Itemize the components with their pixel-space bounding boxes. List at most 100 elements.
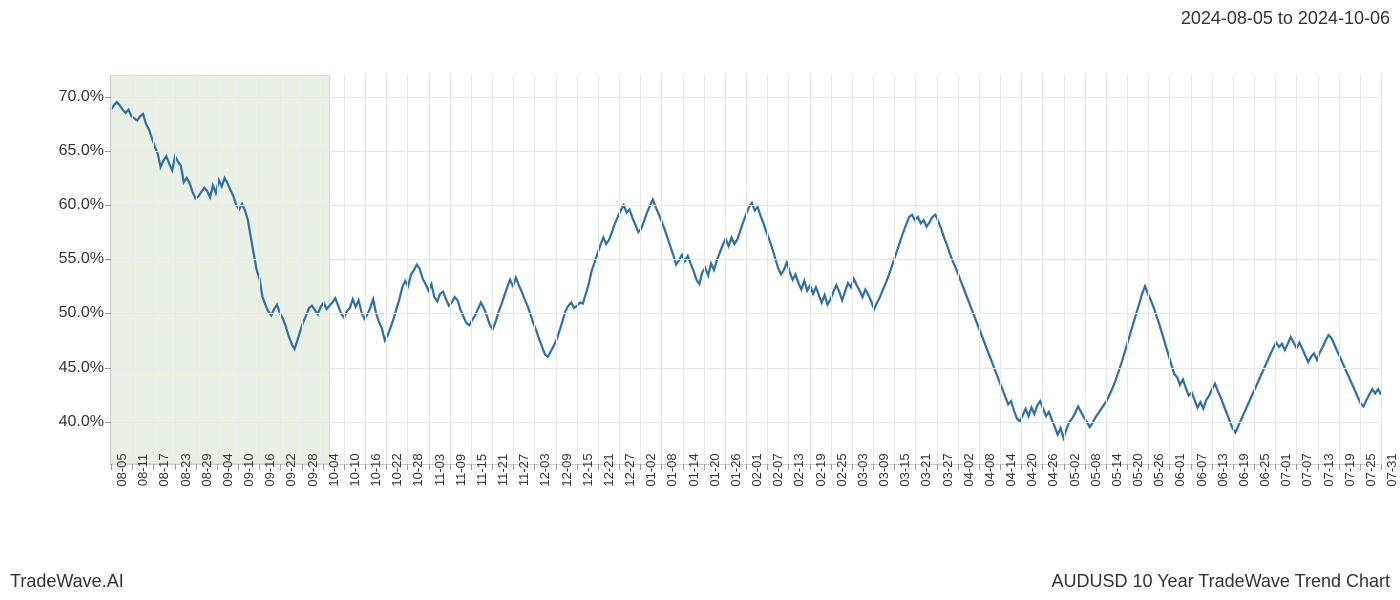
xtick-label: 09-22 xyxy=(283,453,298,486)
xtick-mark xyxy=(513,464,514,470)
xtick-mark xyxy=(386,464,387,470)
gridline-vertical xyxy=(1106,75,1107,464)
xtick-mark xyxy=(1296,464,1297,470)
gridline-vertical xyxy=(344,75,345,464)
gridline-vertical xyxy=(873,75,874,464)
xtick-label: 03-09 xyxy=(876,453,891,486)
gridline-vertical xyxy=(1360,75,1361,464)
gridline-vertical xyxy=(132,75,133,464)
gridline-vertical xyxy=(746,75,747,464)
gridline-vertical xyxy=(1275,75,1276,464)
xtick-label: 07-31 xyxy=(1384,453,1399,486)
xtick-label: 10-10 xyxy=(347,453,362,486)
xtick-mark xyxy=(704,464,705,470)
xtick-label: 04-20 xyxy=(1024,453,1039,486)
xtick-label: 03-27 xyxy=(940,453,955,486)
xtick-mark xyxy=(407,464,408,470)
xtick-label: 12-09 xyxy=(559,453,574,486)
xtick-mark xyxy=(1000,464,1001,470)
gridline-vertical xyxy=(1021,75,1022,464)
ytick-label: 45.0% xyxy=(59,359,104,377)
xtick-mark xyxy=(1233,464,1234,470)
xtick-mark xyxy=(788,464,789,470)
xtick-mark xyxy=(640,464,641,470)
gridline-vertical xyxy=(386,75,387,464)
xtick-mark xyxy=(111,464,112,470)
xtick-mark xyxy=(238,464,239,470)
gridline-vertical xyxy=(492,75,493,464)
gridline-vertical xyxy=(767,75,768,464)
xtick-mark xyxy=(1339,464,1340,470)
xtick-mark xyxy=(1169,464,1170,470)
xtick-label: 05-08 xyxy=(1088,453,1103,486)
gridline-vertical xyxy=(238,75,239,464)
xtick-mark xyxy=(429,464,430,470)
gridline-vertical xyxy=(894,75,895,464)
xtick-label: 11-03 xyxy=(432,454,447,486)
xtick-mark xyxy=(153,464,154,470)
gridline-vertical xyxy=(937,75,938,464)
xtick-mark xyxy=(450,464,451,470)
gridline-vertical xyxy=(1191,75,1192,464)
xtick-mark xyxy=(767,464,768,470)
gridline-vertical xyxy=(1233,75,1234,464)
gridline-vertical xyxy=(302,75,303,464)
gridline-vertical xyxy=(365,75,366,464)
xtick-mark xyxy=(1212,464,1213,470)
xtick-mark xyxy=(365,464,366,470)
xtick-mark xyxy=(683,464,684,470)
gridline-vertical xyxy=(153,75,154,464)
xtick-label: 10-16 xyxy=(368,453,383,486)
gridline-vertical xyxy=(1254,75,1255,464)
xtick-mark xyxy=(937,464,938,470)
gridline-vertical xyxy=(259,75,260,464)
xtick-mark xyxy=(132,464,133,470)
xtick-label: 01-20 xyxy=(707,453,722,486)
xtick-mark xyxy=(175,464,176,470)
xtick-label: 09-28 xyxy=(305,453,320,486)
xtick-label: 11-15 xyxy=(474,454,489,486)
xtick-label: 01-02 xyxy=(643,453,658,486)
xtick-mark xyxy=(1360,464,1361,470)
xtick-label: 07-07 xyxy=(1299,453,1314,486)
xtick-label: 08-17 xyxy=(156,453,171,486)
gridline-vertical xyxy=(598,75,599,464)
gridline-vertical xyxy=(111,75,112,464)
xtick-label: 12-03 xyxy=(537,453,552,486)
xtick-label: 09-04 xyxy=(220,453,235,486)
gridline-vertical xyxy=(1339,75,1340,464)
gridline-vertical xyxy=(619,75,620,464)
xtick-mark xyxy=(492,464,493,470)
xtick-mark xyxy=(598,464,599,470)
xtick-label: 09-16 xyxy=(262,453,277,486)
xtick-label: 12-21 xyxy=(601,453,616,486)
xtick-label: 02-19 xyxy=(813,453,828,486)
xtick-mark xyxy=(915,464,916,470)
xtick-mark xyxy=(1254,464,1255,470)
xtick-mark xyxy=(1381,464,1382,470)
xtick-mark xyxy=(1148,464,1149,470)
xtick-label: 07-25 xyxy=(1363,453,1378,486)
xtick-label: 08-11 xyxy=(135,454,150,486)
ytick-label: 50.0% xyxy=(59,304,104,322)
xtick-label: 05-02 xyxy=(1067,453,1082,486)
gridline-vertical xyxy=(1169,75,1170,464)
gridline-vertical xyxy=(831,75,832,464)
xtick-label: 06-25 xyxy=(1257,453,1272,486)
ytick-label: 55.0% xyxy=(59,250,104,268)
ytick-label: 65.0% xyxy=(59,142,104,160)
xtick-label: 02-13 xyxy=(791,453,806,486)
xtick-label: 03-03 xyxy=(855,453,870,486)
gridline-vertical xyxy=(280,75,281,464)
xtick-label: 08-05 xyxy=(114,453,129,486)
xtick-label: 02-01 xyxy=(749,453,764,486)
gridline-vertical xyxy=(1085,75,1086,464)
xtick-label: 10-22 xyxy=(389,453,404,486)
gridline-vertical xyxy=(1296,75,1297,464)
xtick-label: 04-08 xyxy=(982,453,997,486)
gridline-vertical xyxy=(450,75,451,464)
xtick-mark xyxy=(323,464,324,470)
xtick-mark xyxy=(344,464,345,470)
gridline-vertical xyxy=(407,75,408,464)
gridline-vertical xyxy=(852,75,853,464)
